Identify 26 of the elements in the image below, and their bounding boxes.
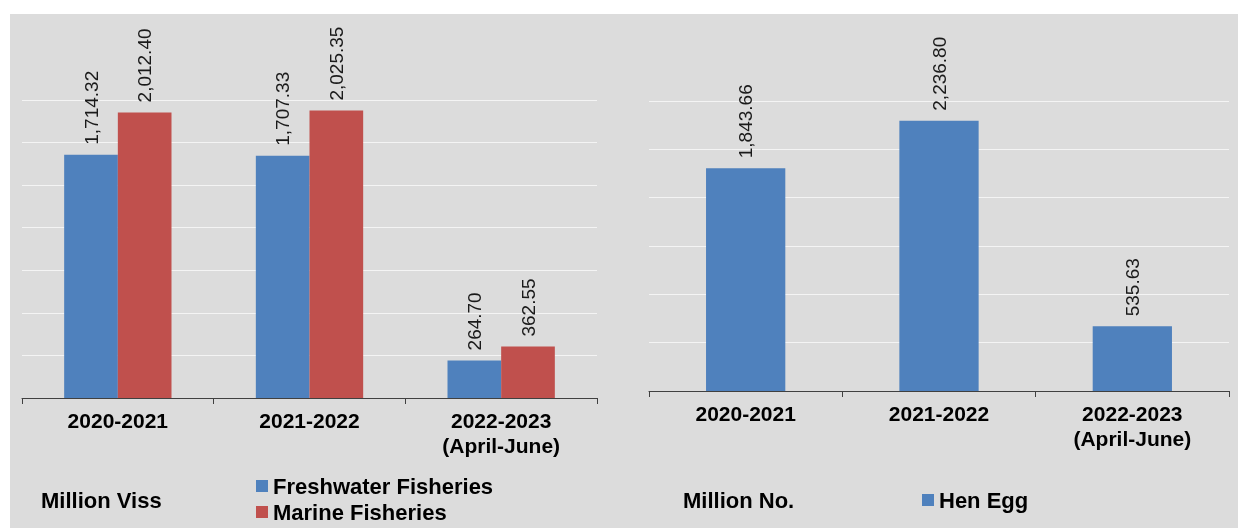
data-label: 264.70 [463, 292, 485, 351]
text: Million Viss [41, 487, 162, 513]
bar [447, 360, 502, 398]
x-tick-label: 2022-2023 (April-June) [442, 409, 561, 457]
bar [117, 112, 172, 398]
legend-label: Hen Egg [939, 487, 1029, 513]
data-label: 1,707.33 [272, 71, 294, 146]
x-tick-label: 2020-2021 [695, 402, 797, 425]
data-label: 2,025.35 [325, 26, 347, 101]
legend-label: Freshwater Fisheries [273, 473, 494, 499]
x-tick-label: 2021-2022 [888, 402, 990, 425]
data-label: 1,843.66 [735, 84, 757, 159]
text: Million No. [683, 487, 795, 513]
data-label: 362.55 [517, 278, 539, 337]
bar [501, 346, 555, 398]
x-tick-label: 2021-2022 [259, 409, 360, 432]
data-label: 1,714.32 [80, 70, 102, 145]
bar [255, 155, 310, 398]
bar [309, 110, 364, 398]
data-label: 2,236.80 [928, 36, 950, 111]
bar [64, 154, 118, 398]
x-tick-label: 2022-2023 (April-June) [1073, 402, 1192, 450]
legend-label: Marine Fisheries [273, 499, 447, 525]
data-label: 535.63 [1121, 258, 1143, 317]
data-label: 2,012.40 [134, 28, 156, 103]
x-tick-label: 2020-2021 [67, 409, 169, 432]
